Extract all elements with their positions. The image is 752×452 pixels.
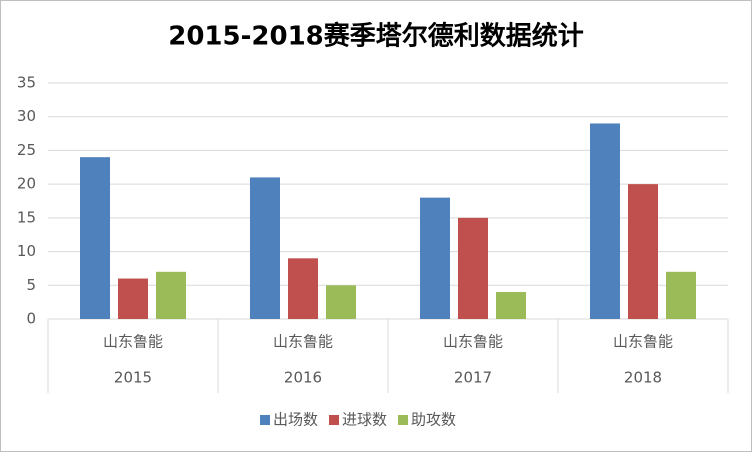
y-tick-label: 25: [17, 141, 36, 159]
chart-title: 2015-2018赛季塔尔德利数据统计: [168, 21, 584, 52]
y-tick-label: 30: [17, 107, 36, 125]
legend-swatch: [260, 415, 270, 425]
y-tick-label: 5: [26, 276, 36, 294]
y-tick-label: 20: [17, 175, 36, 193]
x-group-label: 2016: [284, 369, 322, 387]
bar: [628, 184, 658, 319]
y-tick-label: 15: [17, 208, 36, 226]
y-tick-label: 0: [26, 310, 36, 328]
bar: [80, 157, 110, 319]
legend-label: 进球数: [342, 411, 387, 429]
bar: [156, 271, 186, 319]
legend-label: 助攻数: [411, 411, 456, 429]
x-group-label: 2015: [114, 369, 152, 387]
x-group-label: 2018: [624, 369, 662, 387]
bar: [590, 123, 620, 319]
x-tick-label: 山东鲁能: [613, 333, 673, 351]
bar: [496, 292, 526, 319]
bar: [420, 197, 450, 319]
bar: [288, 258, 318, 319]
x-tick-label: 山东鲁能: [103, 333, 163, 351]
legend-swatch: [329, 415, 340, 425]
bar: [118, 278, 148, 319]
x-tick-label: 山东鲁能: [273, 333, 333, 351]
bar: [458, 217, 488, 319]
bar: [326, 285, 356, 319]
bar: [250, 177, 280, 319]
x-tick-label: 山东鲁能: [443, 333, 503, 351]
y-tick-label: 10: [17, 242, 36, 260]
legend-label: 出场数: [273, 411, 318, 429]
legend-swatch: [398, 415, 409, 425]
x-group-label: 2017: [454, 369, 492, 387]
y-tick-label: 35: [17, 74, 36, 92]
bar: [666, 271, 696, 319]
